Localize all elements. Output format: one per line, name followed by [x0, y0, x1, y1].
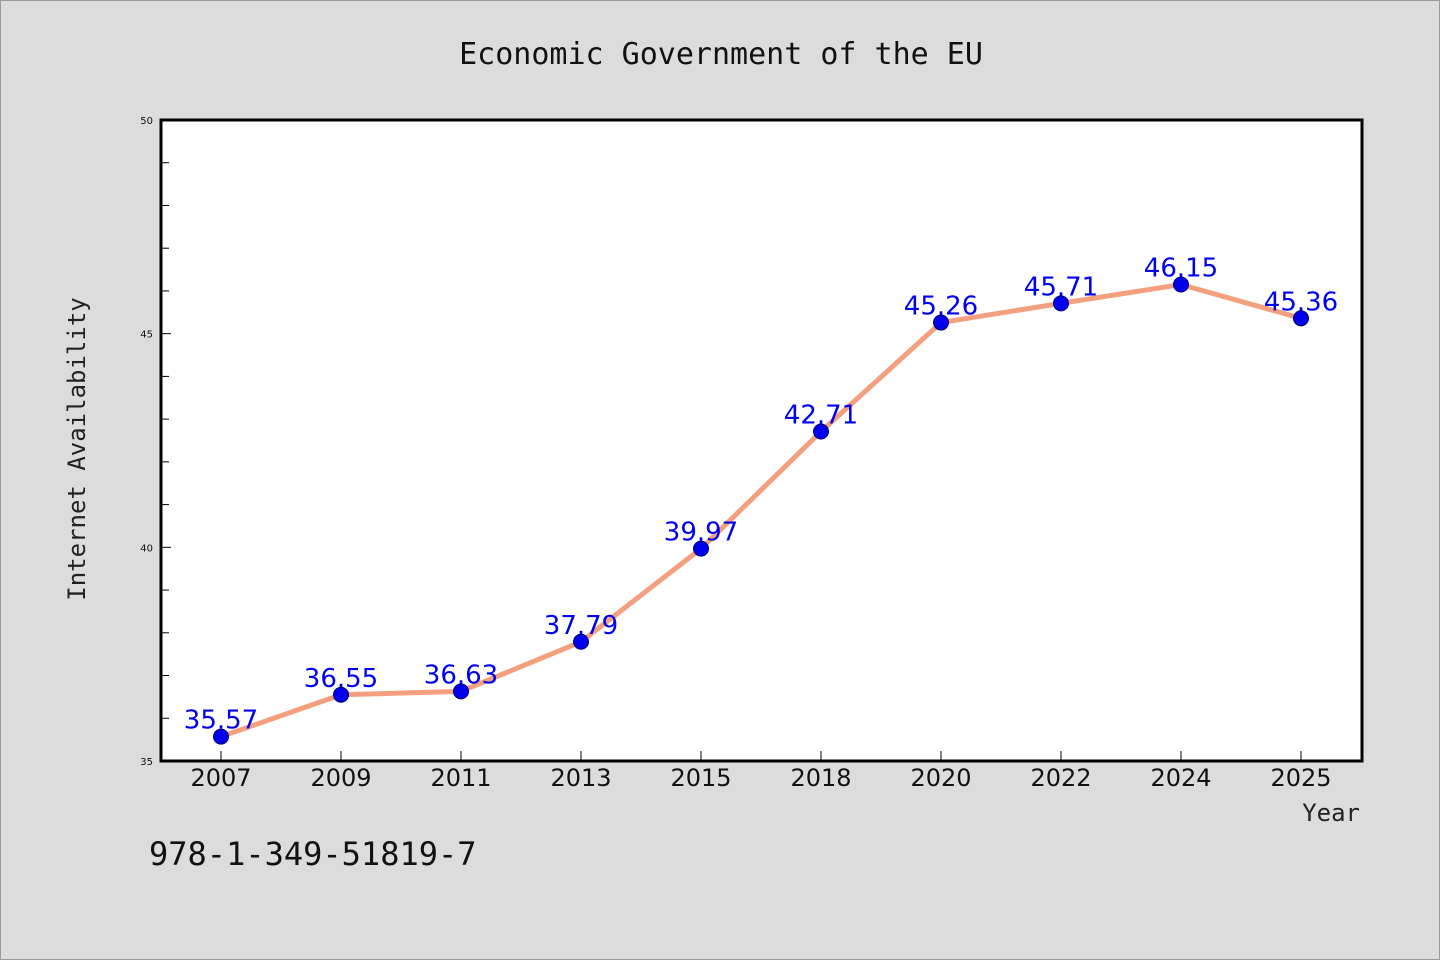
x-tick-label: 2025	[1270, 764, 1331, 792]
x-tick-label: 2013	[550, 764, 611, 792]
data-point	[1293, 310, 1309, 327]
data-label: 45.26	[904, 292, 978, 322]
data-label: 37.79	[544, 611, 618, 641]
data-point	[1053, 295, 1069, 312]
x-tick-label: 2020	[910, 764, 971, 792]
x-tick-label: 2009	[310, 764, 371, 792]
isbn-text: 978-1-349-51819-7	[149, 835, 477, 873]
y-tick-label: 50	[140, 116, 153, 127]
data-point	[573, 633, 589, 650]
x-tick-label: 2011	[430, 764, 491, 792]
data-point	[1173, 276, 1189, 293]
plot-area	[159, 118, 1364, 763]
data-point	[453, 683, 469, 700]
data-label: 39.97	[664, 518, 738, 548]
x-tick-label: 2022	[1030, 764, 1091, 792]
data-point	[693, 540, 709, 557]
data-label: 36.55	[304, 664, 378, 694]
x-tick-label: 2024	[1150, 764, 1211, 792]
y-axis-label: Internet Availability	[63, 297, 91, 600]
chart-title: Economic Government of the EU	[459, 37, 983, 72]
data-point	[213, 728, 229, 745]
data-label: 36.63	[424, 660, 498, 690]
series-layer: 35.57 36.55 36.63 37.79 39.97 42.71 45.26 45.71…	[184, 254, 1338, 745]
data-label: 46.15	[1144, 254, 1218, 284]
data-point	[813, 423, 829, 440]
x-axis-label: Year	[1302, 799, 1360, 827]
data-point	[933, 314, 949, 331]
y-tick-label: 35	[140, 757, 153, 768]
y-axis: 35 40 45 50	[140, 116, 171, 768]
series-line	[218, 282, 1304, 740]
data-label: 35.57	[184, 706, 258, 736]
data-label: 45.36	[1264, 287, 1338, 317]
x-tick-label: 2018	[790, 764, 851, 792]
y-tick-label: 40	[140, 543, 153, 554]
data-label: 45.71	[1024, 272, 1098, 302]
data-label: 42.71	[784, 401, 858, 431]
x-tick-label: 2007	[190, 764, 251, 792]
x-tick-label: 2015	[670, 764, 731, 792]
data-point	[333, 686, 349, 703]
y-tick-label: 45	[140, 330, 153, 341]
x-axis: 2007 2009 2011 2013 2015 2018 2020 2022 2024 2025	[190, 751, 1332, 792]
